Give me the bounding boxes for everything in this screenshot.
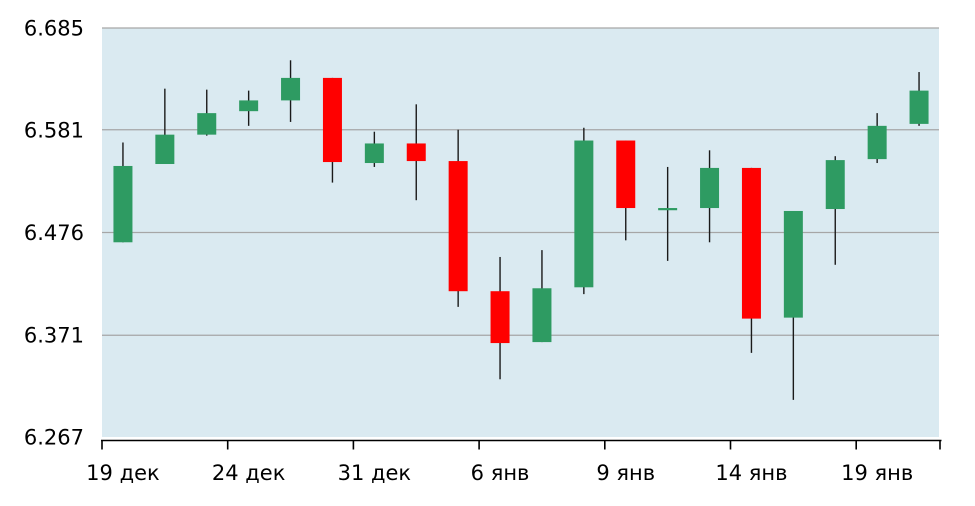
candle-body [658,208,678,211]
candle-body [448,161,468,292]
candle-body [322,77,342,163]
x-axis-label: 14 янв [715,461,787,485]
candle-body [364,143,384,164]
y-axis-label: 6.267 [24,426,84,450]
candle-body [574,140,594,288]
x-axis-label: 9 янв [596,461,655,485]
candle-body [406,143,426,162]
candle-body [825,160,845,210]
candle-body [741,167,761,319]
y-axis-label: 6.371 [24,324,84,348]
x-axis-label: 31 дек [338,461,412,485]
candle-body [490,291,510,344]
candle-body [909,90,929,124]
y-axis-label: 6.685 [24,17,84,41]
candle-body [700,167,720,209]
candle-body [239,100,259,112]
candle-body [281,77,301,101]
candle-body [867,125,887,160]
candle-body [783,210,803,318]
candle-body [616,140,636,209]
x-axis-label: 19 янв [841,461,913,485]
candle-body [113,165,133,243]
x-axis-label: 24 дек [212,461,286,485]
x-axis-label: 6 янв [471,461,530,485]
candle-body [155,134,175,165]
x-axis-label: 19 дек [86,461,160,485]
y-axis-label: 6.581 [24,118,84,142]
candle-body [197,113,217,135]
candle-body [532,288,552,343]
y-axis-label: 6.476 [24,221,84,245]
